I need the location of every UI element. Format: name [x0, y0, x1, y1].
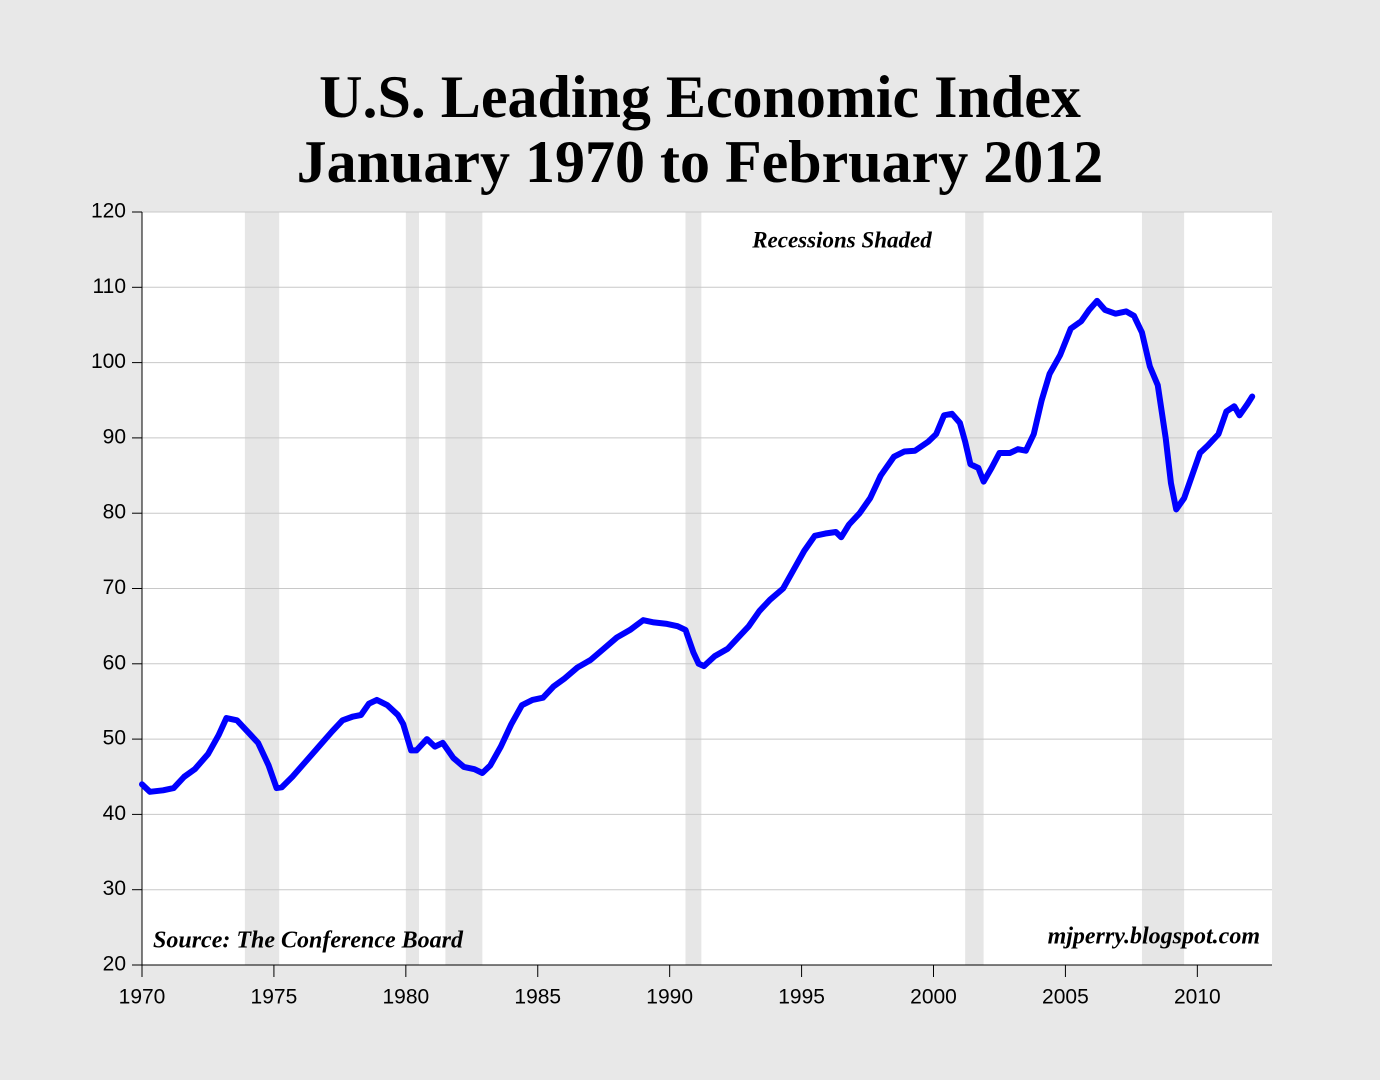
x-tick-label: 1985: [514, 986, 561, 1009]
annotation: mjperry.blogspot.com: [1048, 924, 1260, 950]
chart-title: U.S. Leading Economic Index: [319, 64, 1081, 130]
annotation: Recessions Shaded: [751, 227, 932, 252]
x-tick-label: 1975: [251, 986, 298, 1009]
y-tick-label: 110: [93, 275, 126, 298]
y-tick-label: 40: [103, 802, 126, 825]
y-tick-label: 20: [103, 953, 126, 976]
x-tick-label: 1970: [119, 986, 166, 1009]
x-tick-label: 2000: [910, 986, 957, 1009]
annotation: Source: The Conference Board: [153, 928, 464, 954]
x-tick-label: 2005: [1042, 986, 1089, 1009]
y-tick-label: 60: [103, 651, 126, 674]
y-tick-label: 100: [91, 350, 126, 373]
x-tick-label: 1980: [382, 986, 429, 1009]
y-tick-label: 70: [103, 576, 126, 599]
x-tick-label: 2010: [1174, 986, 1221, 1009]
x-tick-label: 1995: [778, 986, 825, 1009]
x-tick-label: 1990: [646, 986, 693, 1009]
y-tick-label: 90: [103, 425, 126, 448]
y-tick-label: 80: [103, 501, 126, 524]
y-tick-label: 50: [103, 727, 126, 750]
series-line: [139, 297, 1256, 795]
y-tick-label: 30: [103, 877, 126, 900]
chart-subtitle: January 1970 to February 2012: [297, 129, 1104, 195]
y-tick-label: 120: [91, 200, 126, 223]
